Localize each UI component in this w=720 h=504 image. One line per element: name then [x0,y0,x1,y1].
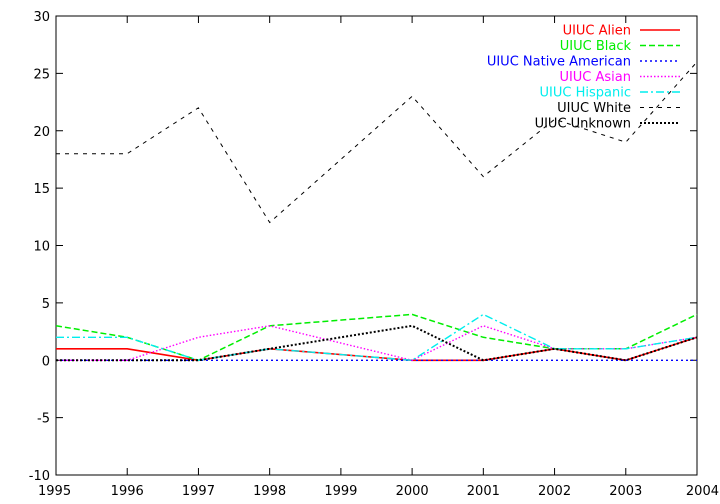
x-tick-label: 1996 [111,484,144,499]
legend-label: UIUC Asian [559,70,631,85]
y-tick-label: 10 [33,240,50,255]
x-tick-label: 2001 [467,484,500,499]
series-lines [55,61,698,362]
y-tick-label: -10 [29,469,50,484]
y-tick-label: 0 [42,354,50,369]
x-tick-label: 1997 [182,484,215,499]
legend-label: UIUC Hispanic [540,86,631,101]
y-axis: -10 -5 0 5 10 15 20 25 30 [29,10,697,484]
legend-label: UIUC Native American [487,55,631,70]
y-tick-label: 25 [33,67,50,82]
x-tick-label: 1998 [253,484,286,499]
legend-label: UIUC White [557,101,631,116]
x-tick-label: 1999 [324,484,357,499]
x-axis: 1995 1996 1997 1998 1999 2000 2001 2002 2003 2004 [38,16,719,499]
y-tick-label: 20 [33,125,50,140]
x-tick-label: 2004 [686,484,719,499]
series-line-uiuc-unknown [56,324,698,362]
x-tick-label: 2003 [609,484,642,499]
y-tick-label: -5 [37,412,50,427]
series-line-uiuc-hispanic [56,313,698,362]
series-line-uiuc-asian [56,325,698,362]
y-tick-label: 30 [33,10,50,25]
x-tick-label: 1995 [38,484,71,499]
y-tick-label: 5 [42,297,50,312]
legend-label: UIUC Alien [563,24,631,39]
y-tick-label: 15 [33,182,50,197]
legend-label: UIUC Unknown [535,117,631,132]
legend-label: UIUC Black [560,39,632,54]
series-line-uiuc-white [56,61,698,224]
x-tick-label: 2000 [396,484,429,499]
x-tick-label: 2002 [538,484,571,499]
